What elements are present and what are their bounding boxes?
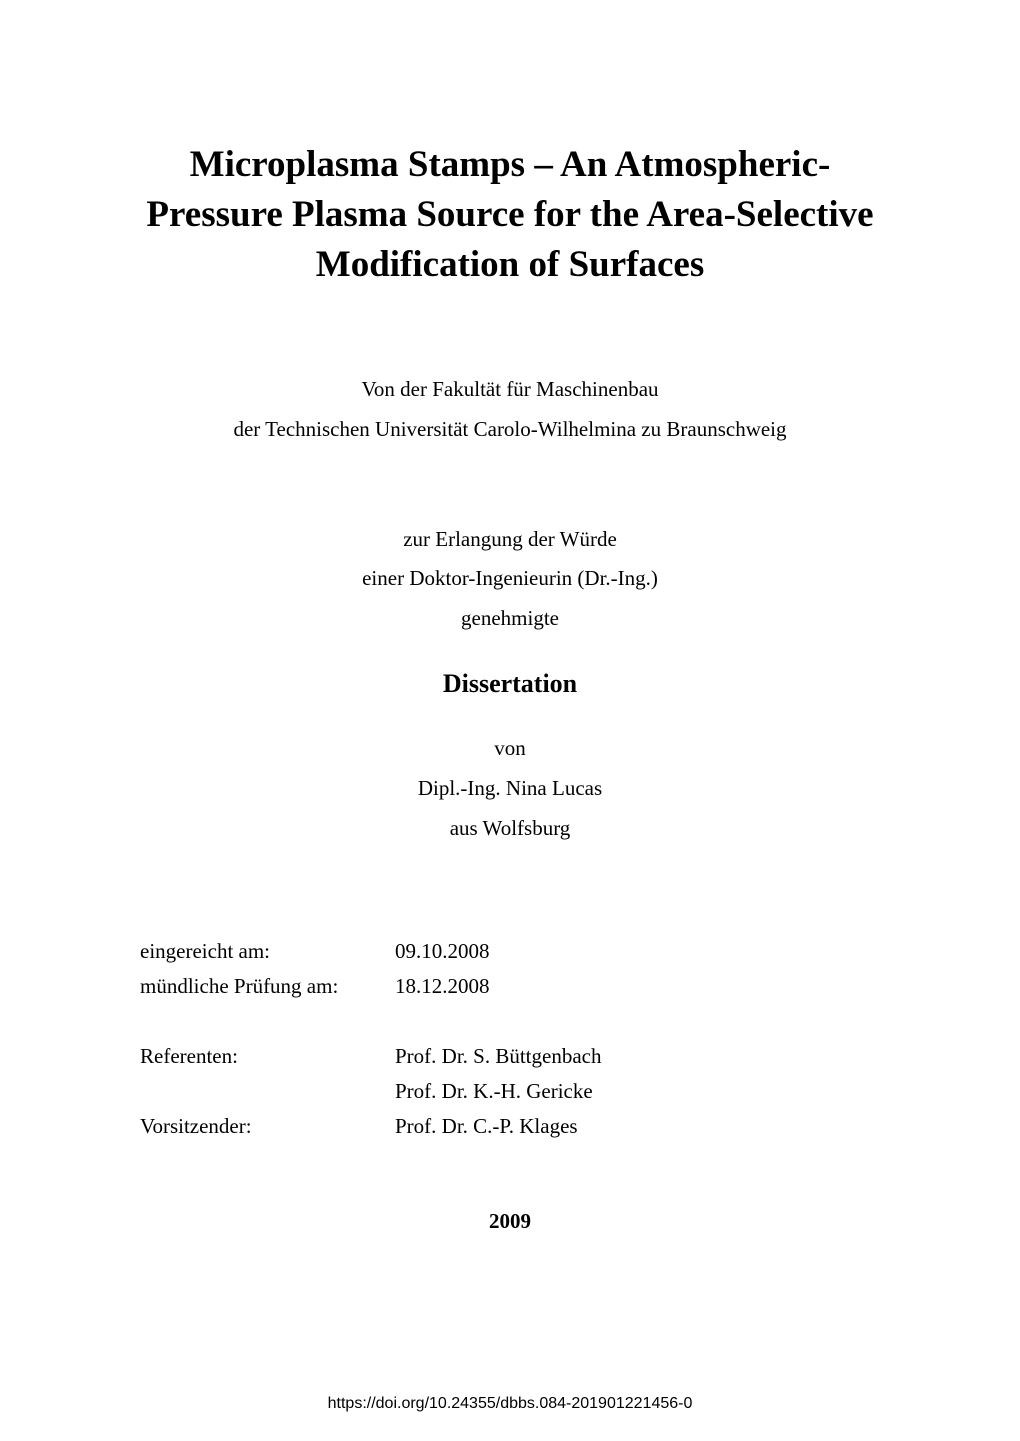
faculty-line-2: der Technischen Universität Carolo-Wilhe… bbox=[130, 410, 890, 450]
purpose-line-3: genehmigte bbox=[130, 599, 890, 639]
purpose-line-2: einer Doktor-Ingenieurin (Dr.-Ing.) bbox=[130, 559, 890, 599]
doi-footer: https://doi.org/10.24355/dbbs.084-201901… bbox=[0, 1395, 1020, 1413]
dissertation-title: Microplasma Stamps – An Atmospheric-Pres… bbox=[130, 140, 890, 290]
author-block: von Dipl.-Ing. Nina Lucas aus Wolfsburg bbox=[130, 729, 890, 849]
chair-row: Vorsitzender: Prof. Dr. C.-P. Klages bbox=[140, 1114, 890, 1139]
purpose-block: zur Erlangung der Würde einer Doktor-Ing… bbox=[130, 520, 890, 640]
dates-block: eingereicht am: 09.10.2008 mündliche Prü… bbox=[130, 939, 890, 999]
faculty-line-1: Von der Fakultät für Maschinenbau bbox=[130, 370, 890, 410]
referees-label: Referenten: bbox=[140, 1044, 395, 1069]
referee-1: Prof. Dr. S. Büttgenbach bbox=[395, 1044, 601, 1069]
publication-year: 2009 bbox=[130, 1209, 890, 1234]
submitted-date: 09.10.2008 bbox=[395, 939, 890, 964]
referees-row-1: Referenten: Prof. Dr. S. Büttgenbach bbox=[140, 1044, 890, 1069]
committee-block: Referenten: Prof. Dr. S. Büttgenbach Pro… bbox=[130, 1044, 890, 1139]
referees-label-blank bbox=[140, 1079, 395, 1104]
dissertation-label: Dissertation bbox=[130, 669, 890, 699]
submitted-row: eingereicht am: 09.10.2008 bbox=[140, 939, 890, 964]
author-von: von bbox=[130, 729, 890, 769]
oral-exam-label: mündliche Prüfung am: bbox=[140, 974, 395, 999]
referee-2: Prof. Dr. K.-H. Gericke bbox=[395, 1079, 593, 1104]
chair-name: Prof. Dr. C.-P. Klages bbox=[395, 1114, 578, 1139]
purpose-line-1: zur Erlangung der Würde bbox=[130, 520, 890, 560]
author-origin: aus Wolfsburg bbox=[130, 809, 890, 849]
oral-exam-row: mündliche Prüfung am: 18.12.2008 bbox=[140, 974, 890, 999]
title-page: Microplasma Stamps – An Atmospheric-Pres… bbox=[0, 0, 1020, 1441]
chair-label: Vorsitzender: bbox=[140, 1114, 395, 1139]
submitted-label: eingereicht am: bbox=[140, 939, 395, 964]
faculty-block: Von der Fakultät für Maschinenbau der Te… bbox=[130, 370, 890, 450]
author-name: Dipl.-Ing. Nina Lucas bbox=[130, 769, 890, 809]
referees-row-2: Prof. Dr. K.-H. Gericke bbox=[140, 1079, 890, 1104]
oral-exam-date: 18.12.2008 bbox=[395, 974, 890, 999]
